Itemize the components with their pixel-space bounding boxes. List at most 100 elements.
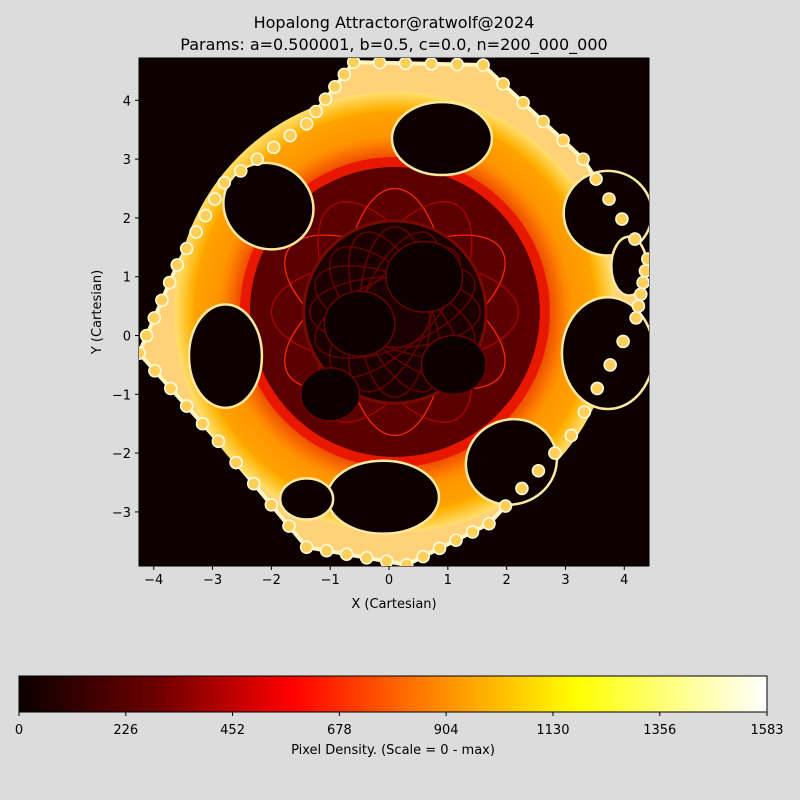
attractor-edge-bubble [636, 275, 649, 290]
attractor-hole [187, 303, 264, 410]
attractor-edge-bubble [282, 519, 296, 533]
y-tick-label: 0 [123, 330, 131, 345]
attractor-edge-bubble [318, 92, 333, 106]
attractor-edge-bubble [379, 554, 394, 566]
attractor-hole [325, 459, 441, 535]
attractor-edge-bubble [432, 541, 447, 556]
chart-subtitle: Params: a=0.500001, b=0.5, c=0.0, n=200_… [180, 35, 607, 55]
attractor-edge-bubble [616, 334, 630, 349]
attractor-hole [562, 169, 649, 257]
attractor-edge-bubble [229, 455, 243, 470]
attractor-edge-bubble [449, 533, 463, 547]
colorbar-ticks: 0 226 452 678 904 1130 1356 1583 [15, 712, 784, 738]
colorbar [18, 675, 768, 713]
attractor-edge-bubble [319, 543, 334, 558]
y-tick-label: −3 [112, 506, 131, 521]
attractor-edge-bubble [629, 311, 643, 325]
attractor-edge-bubble [450, 58, 465, 72]
attractor-edge-bubble [498, 499, 513, 513]
attractor-edge-bubble [359, 550, 374, 565]
attractor-edge-bubble [328, 80, 342, 94]
attractor-edge-bubble [602, 192, 616, 206]
attractor-edge-bubble [198, 208, 213, 223]
attractor-core-hole [300, 367, 361, 422]
attractor-edge-bubble [515, 481, 529, 496]
attractor-core-hole [385, 240, 464, 313]
attractor-edge-bubble [482, 516, 496, 531]
attractor-edge-bubble [531, 463, 546, 478]
attractor-edge-bubble [179, 241, 194, 256]
attractor-edge-bubble [516, 95, 530, 110]
attractor-edge-bubble [299, 540, 314, 554]
attractor-edge-bubble [476, 58, 490, 72]
colorbar-tick-label: 1583 [750, 723, 783, 738]
colorbar-tick-label: 904 [434, 723, 459, 738]
attractor-edge-bubble [189, 225, 203, 239]
x-tick-label: −3 [203, 573, 222, 588]
attractor-edge-bubble [633, 287, 648, 302]
attractor-edge-bubble [496, 77, 510, 91]
attractor-edge-bubble [283, 128, 297, 143]
attractor-edge-bubble [416, 549, 430, 564]
attractor-edge-bubble [576, 152, 590, 166]
colorbar-tick-label: 1130 [536, 723, 569, 738]
attractor-edge-bubble [577, 405, 592, 419]
attractor-edge-bubble [628, 232, 642, 246]
attractor-edge-bubble [398, 58, 413, 71]
attractor-edge-bubble [564, 428, 579, 443]
chart-title: Hopalong Attractor@ratwolf@2024 [254, 13, 535, 32]
attractor-edge-bubble [208, 192, 222, 206]
x-tick-label: 3 [561, 573, 569, 588]
attractor-edge-bubble [217, 175, 232, 190]
attractor-edge-bubble [589, 172, 603, 186]
attractor-density [139, 58, 649, 566]
attractor-hole [560, 296, 649, 411]
x-tick-label: −2 [262, 573, 281, 588]
attractor-edge-bubble [155, 293, 169, 308]
attractor-edge-bubble [163, 381, 178, 396]
attractor-edge-bubble [590, 381, 605, 396]
attractor-edge-bubble [250, 152, 265, 166]
x-tick-label: −4 [144, 573, 163, 588]
attractor-edge-bubble [615, 212, 629, 226]
attractor-edge-bubble [631, 299, 646, 313]
attractor-edge-bubble [147, 311, 162, 325]
attractor-edge-bubble [179, 399, 194, 413]
attractor-edge-bubble [603, 358, 617, 372]
attractor-hole [464, 417, 559, 506]
y-tick-label: 1 [123, 271, 131, 286]
attractor-edge-bubble [399, 558, 414, 566]
attractor-hole [278, 477, 335, 521]
attractor-hole [390, 100, 494, 177]
attractor-edge-bubble [266, 140, 281, 155]
x-tick-label: 2 [503, 573, 511, 588]
attractor-edge-bubble [638, 264, 649, 278]
attractor-edge-bubble [139, 328, 154, 343]
attractor-core-hole [323, 290, 396, 357]
attractor-edge-bubble [309, 104, 323, 119]
attractor-edge-bubble [641, 252, 649, 266]
colorbar-tick-label: 226 [113, 723, 138, 738]
attractor-edge-bubble [162, 275, 177, 290]
y-tick-label: 2 [123, 212, 131, 227]
attractor-edge-bubble [346, 58, 361, 69]
y-tick-label: 4 [123, 94, 131, 109]
y-tick-label: 3 [123, 153, 131, 168]
attractor-edge-bubble [195, 416, 210, 431]
y-tick-label: −1 [112, 388, 131, 403]
attractor-core-hole [420, 334, 487, 396]
attractor-edge-bubble [264, 498, 279, 512]
attractor-edge-bubble [372, 58, 387, 70]
attractor-edge-bubble [548, 446, 562, 460]
x-axis: −4 −3 −2 −1 0 1 2 3 4 [144, 566, 628, 588]
attractor-core-filament [314, 265, 476, 359]
y-axis-label: Y (Cartesian) [90, 270, 105, 355]
x-tick-label: −1 [321, 573, 340, 588]
y-tick-label: −2 [112, 447, 131, 462]
x-tick-label: 4 [620, 573, 628, 588]
attractor-edge-bubble [233, 164, 248, 178]
attractor-edge-bubble [211, 434, 226, 449]
attractor-edge-bubble [339, 547, 354, 562]
